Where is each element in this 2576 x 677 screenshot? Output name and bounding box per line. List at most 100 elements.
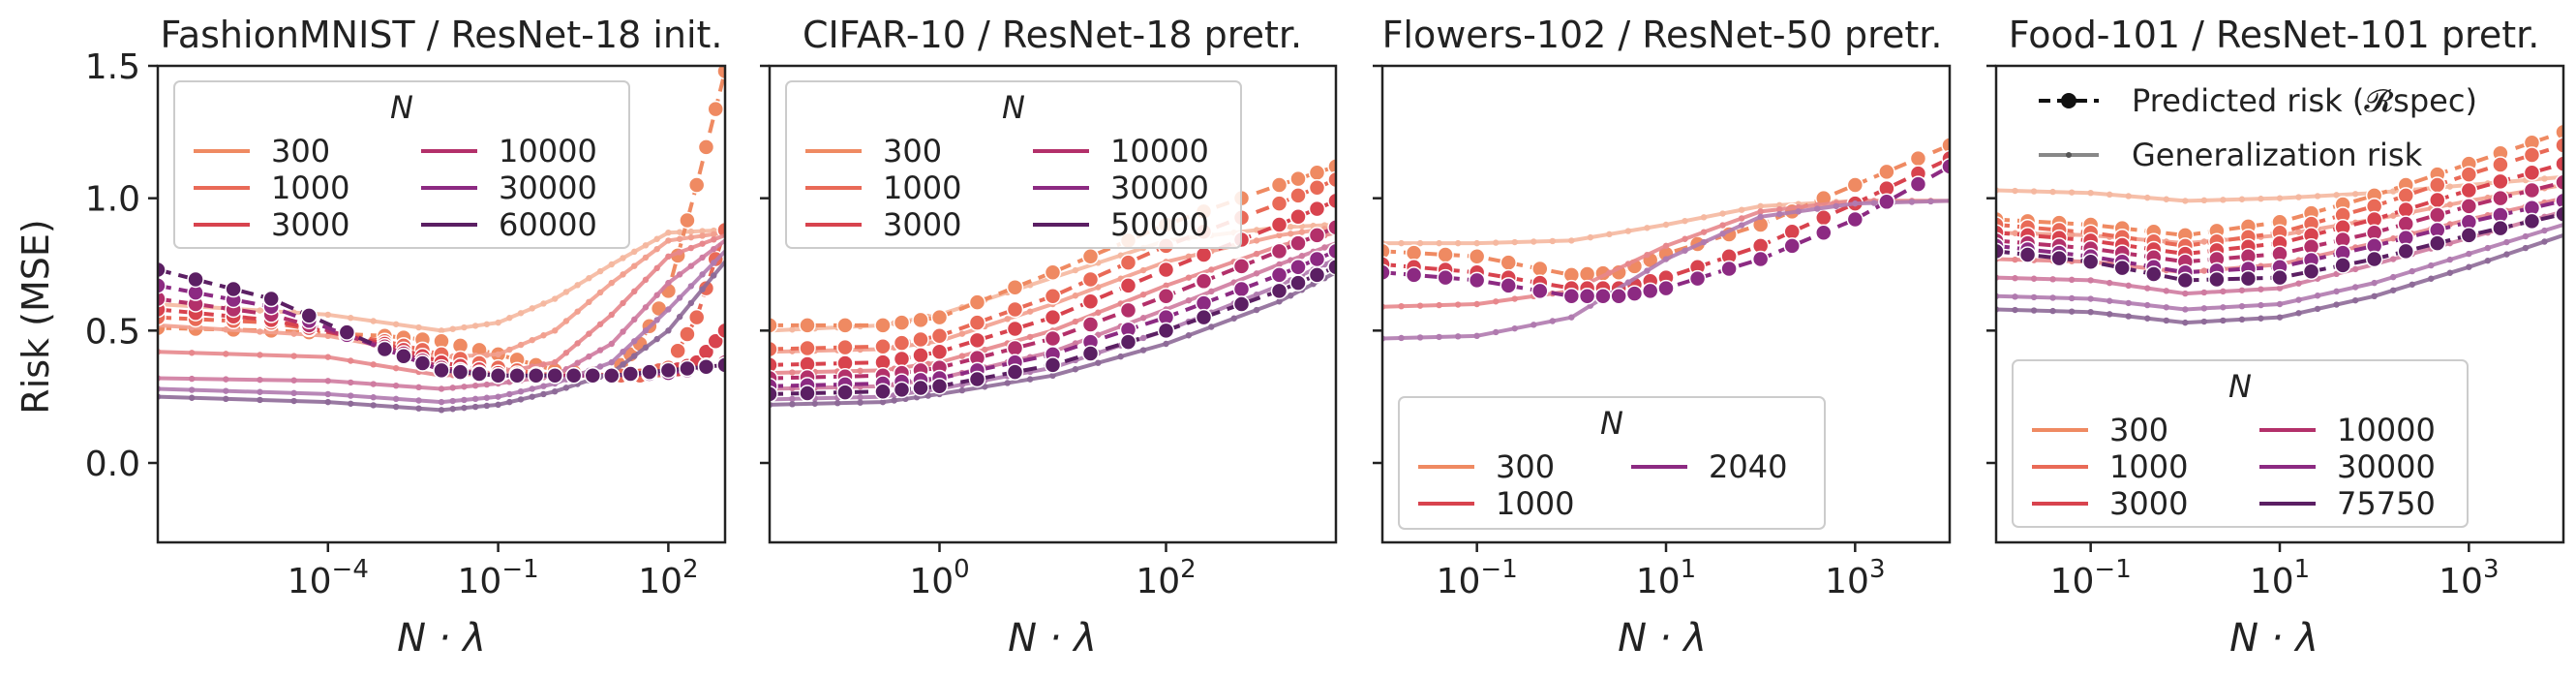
gen-point: [2258, 196, 2264, 202]
pred-point: [912, 379, 929, 397]
gen-point: [665, 237, 672, 244]
gen-point: [2106, 191, 2113, 199]
pred-point: [1610, 288, 1627, 305]
gen-point: [517, 310, 525, 317]
gen-point: [711, 260, 717, 266]
pred-point: [2555, 123, 2563, 141]
gen-point: [1473, 300, 1480, 308]
gen-point: [188, 386, 196, 393]
gen-point: [1530, 322, 1537, 328]
gen-point: [1738, 206, 1745, 213]
gen-point: [257, 396, 263, 404]
gen-point: [461, 384, 468, 390]
pred-point: [1846, 176, 1864, 194]
pred-point: [930, 327, 949, 345]
gen-point: [676, 271, 683, 278]
gen-point: [834, 400, 841, 407]
gen-point: [471, 382, 479, 389]
x-tick-exponent: 3: [1869, 555, 1886, 584]
x-tick-base: 10: [1825, 562, 1869, 601]
gen-point: [552, 388, 559, 395]
pred-point: [1941, 137, 1950, 154]
gen-point: [290, 330, 297, 337]
legend-entry: 1000: [1496, 485, 1574, 522]
x-tick-base: 10: [1136, 562, 1180, 601]
gen-point: [529, 393, 535, 400]
x-tick-exponent: 0: [954, 555, 970, 584]
gen-point: [392, 321, 400, 327]
pred-point: [669, 342, 686, 360]
gen-point: [257, 376, 263, 384]
gen-point: [2390, 256, 2397, 262]
gen-point: [1004, 380, 1011, 386]
pred-point: [1909, 149, 1927, 168]
gen-point: [665, 306, 672, 313]
gen-point: [223, 395, 229, 403]
pred-point: [2460, 227, 2478, 244]
gen-point: [1568, 314, 1575, 321]
panel-title: Food-101 / ResNet-101 pretr.: [2009, 14, 2540, 56]
gen-point: [471, 403, 479, 411]
pred-point: [1688, 269, 1707, 288]
pred-point: [1437, 246, 1454, 263]
gen-point: [620, 299, 626, 307]
pred-point: [2081, 253, 2100, 271]
pred-point: [2397, 187, 2414, 204]
axes-frame: [156, 64, 727, 544]
legend-title: N: [1002, 89, 1025, 126]
pred-point: [874, 337, 892, 355]
gen-point: [2163, 304, 2169, 311]
gen-point: [676, 235, 683, 242]
gen-point: [1776, 205, 1783, 213]
gen-point: [1398, 334, 1405, 342]
gen-point: [1624, 261, 1632, 267]
panel-title: FashionMNIST / ResNet-18 init.: [160, 14, 722, 56]
gen-point: [392, 382, 400, 389]
gen-point: [2258, 301, 2264, 309]
gen-point: [2484, 244, 2492, 252]
gen-point: [1230, 315, 1237, 322]
pred-point: [770, 356, 778, 374]
gen-point: [879, 398, 887, 406]
gen-point: [1004, 316, 1011, 323]
pred-point: [413, 354, 432, 372]
gen-point: [676, 313, 683, 321]
gen-point: [392, 403, 400, 411]
gen-point: [506, 346, 513, 354]
gen-point: [687, 283, 695, 290]
pred-point: [1044, 329, 1062, 348]
gen-point: [2068, 189, 2076, 196]
gen-point: [1139, 347, 1147, 354]
gen-point: [562, 385, 570, 391]
gen-point: [2351, 296, 2359, 304]
gen-point: [2049, 307, 2056, 315]
gen-point: [2087, 295, 2094, 302]
x-tick-label: 101: [1636, 555, 1696, 601]
gen-point: [608, 358, 615, 366]
gen-point: [2106, 311, 2113, 318]
gen-point: [1776, 210, 1783, 218]
legend-entry: 60000: [499, 206, 597, 243]
gen-point: [1700, 214, 1708, 221]
x-axis-label: N · λ: [397, 616, 486, 661]
gen-point: [495, 393, 501, 400]
pred-point: [1531, 282, 1549, 300]
gen-point: [586, 353, 592, 360]
pred-point: [1157, 288, 1175, 305]
gen-point: [2258, 315, 2264, 322]
pred-point: [641, 363, 658, 381]
gen-point: [461, 396, 468, 404]
pred-point: [1996, 242, 2005, 261]
gen-point: [574, 340, 581, 347]
pred-point: [1157, 322, 1175, 340]
gen-point: [1682, 235, 1688, 242]
gen-point: [415, 405, 422, 412]
legend-entry: 10000: [2337, 412, 2436, 448]
gen-point: [1662, 221, 1670, 229]
gen-point: [552, 295, 559, 302]
pred-point: [1327, 192, 1336, 210]
pred-point: [2018, 246, 2037, 263]
gen-point: [608, 340, 615, 348]
pred-point: [451, 363, 470, 381]
